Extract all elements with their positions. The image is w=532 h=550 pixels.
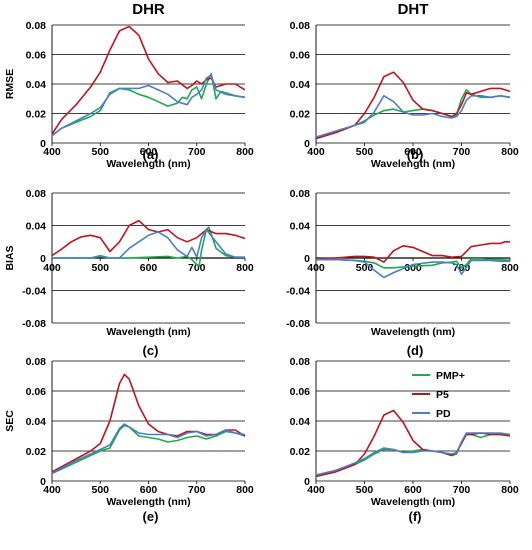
y-tick-label: 0.04 [26, 221, 47, 233]
chart-panel-2: 0 0.02 0.04 0.06 0.08 400 500 600 700 800 DHT Wavel… [290, 1, 519, 170]
x-tick-label: 800 [501, 262, 519, 274]
y-tick-label: 0.06 [26, 386, 47, 398]
x-tick-label: 400 [43, 262, 61, 274]
x-tick-label: 800 [501, 146, 519, 158]
y-axis-label: BIAS [4, 245, 16, 270]
series-line-pmp [51, 424, 246, 475]
x-tick-label: 600 [140, 262, 158, 274]
series-line-pmp [51, 72, 246, 137]
legend-label: PD [436, 408, 451, 420]
y-axis-label: SEC [4, 410, 16, 432]
panel-label: (a) [143, 147, 159, 162]
x-axis-label: Wavelength (nm) [106, 326, 190, 338]
x-tick-label: 600 [404, 146, 422, 158]
x-tick-label: 800 [501, 484, 519, 496]
x-tick-label: 600 [140, 484, 158, 496]
chart-title: DHT [398, 1, 429, 18]
series-line-pd [315, 432, 511, 476]
legend-label: P5 [436, 389, 449, 401]
x-tick-label: 400 [43, 484, 61, 496]
x-tick-label: 500 [91, 262, 109, 274]
y-tick-label: 0.08 [290, 20, 311, 32]
x-tick-label: 800 [236, 262, 254, 274]
series-line-p5 [51, 373, 246, 473]
y-tick-label: 0.04 [26, 416, 47, 428]
x-tick-label: 700 [453, 146, 471, 158]
series-line-pd [51, 74, 246, 137]
panel-label: (b) [407, 147, 424, 162]
x-tick-label: 700 [453, 484, 471, 496]
y-tick-label: 0 [40, 253, 46, 265]
chart-panel-5: 0 0.02 0.04 0.06 0.08 400 500 600 700 800 SEC Wavel… [4, 356, 254, 524]
panel-label: (f) [409, 509, 422, 524]
y-tick-label: 0 [40, 476, 46, 488]
y-tick-label: -0.08 [22, 318, 46, 330]
x-tick-label: 400 [307, 146, 325, 158]
series-line-pd [51, 423, 246, 475]
x-tick-label: 600 [404, 262, 422, 274]
y-tick-label: 0.06 [290, 386, 311, 398]
panel-label: (d) [407, 343, 424, 358]
x-axis-label: Wavelength (nm) [371, 158, 455, 170]
x-tick-label: 400 [43, 146, 61, 158]
y-tick-label: 0.06 [290, 50, 311, 62]
x-tick-label: 400 [307, 484, 325, 496]
y-tick-label: 0.04 [26, 79, 47, 91]
series-line-pd [315, 95, 511, 138]
y-tick-label: 0.06 [26, 50, 47, 62]
y-tick-label: 0.08 [26, 188, 47, 200]
x-tick-label: 600 [140, 146, 158, 158]
y-tick-label: 0.04 [290, 221, 311, 233]
x-tick-label: 800 [236, 484, 254, 496]
y-tick-label: 0.02 [290, 109, 311, 121]
y-tick-label: 0.08 [290, 188, 311, 200]
panel-label: (c) [143, 343, 159, 358]
x-axis-label: Wavelength (nm) [371, 326, 455, 338]
y-tick-label: 0 [304, 476, 310, 488]
x-tick-label: 700 [188, 262, 206, 274]
x-tick-label: 500 [356, 146, 374, 158]
y-tick-label: -0.04 [286, 286, 310, 298]
y-tick-label: 0.08 [26, 356, 47, 368]
x-axis-label: Wavelength (nm) [371, 496, 455, 508]
series-line-p5 [51, 219, 246, 257]
chart-panel-6: 0 0.02 0.04 0.06 0.08 400 500 600 700 800 Waveleng… [290, 356, 519, 524]
y-tick-label: 0 [304, 253, 310, 265]
panel-label: (e) [143, 509, 159, 524]
x-tick-label: 800 [236, 146, 254, 158]
chart-panel-1: 0 0.02 0.04 0.06 0.08 400 500 600 700 800 DHR RMSE W… [4, 1, 254, 170]
x-tick-label: 500 [91, 484, 109, 496]
x-tick-label: 500 [356, 484, 374, 496]
y-tick-label: 0.08 [290, 356, 311, 368]
chart-title: DHR [132, 1, 165, 18]
y-tick-label: -0.08 [286, 318, 310, 330]
x-tick-label: 700 [188, 484, 206, 496]
y-tick-label: 0 [304, 138, 310, 150]
y-axis-label: RMSE [4, 69, 16, 99]
legend-label: PMP+ [436, 370, 465, 382]
y-tick-label: -0.04 [22, 286, 46, 298]
x-tick-label: 600 [404, 484, 422, 496]
y-tick-label: 0.02 [26, 109, 47, 121]
x-axis-label: Wavelength (nm) [106, 496, 190, 508]
x-tick-label: 700 [188, 146, 206, 158]
y-tick-label: 0.02 [26, 446, 47, 458]
y-tick-label: 0.08 [26, 20, 47, 32]
y-tick-label: 0 [40, 138, 46, 150]
x-axis-label: Wavelength (nm) [106, 158, 190, 170]
series-line-p5 [315, 71, 511, 140]
series-line-p5 [315, 241, 510, 263]
chart-panel-3: -0.08 -0.04 0 0.04 0.08 400 500 600 700 800 BIAS Wa… [4, 188, 254, 358]
series-line-pd [52, 228, 245, 259]
y-tick-label: 0.02 [290, 446, 311, 458]
y-tick-label: 0.04 [290, 79, 311, 91]
x-tick-label: 500 [91, 146, 109, 158]
series-line-pd [316, 258, 510, 279]
x-tick-label: 400 [307, 262, 325, 274]
y-tick-label: 0.04 [290, 416, 311, 428]
